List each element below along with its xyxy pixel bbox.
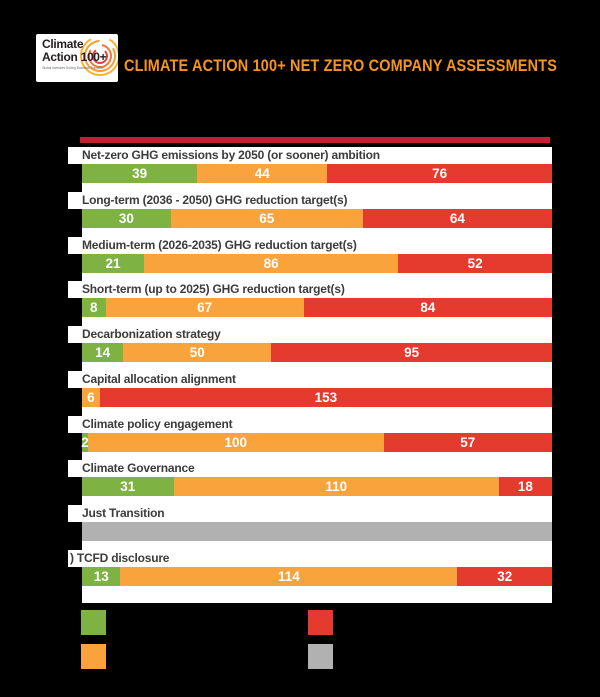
indicator-row-label: ) TCFD disclosure: [68, 550, 552, 567]
legend-swatch-gray: [308, 644, 333, 669]
bar-segment-orange: 110: [173, 477, 499, 496]
bar-segment-value: 153: [314, 390, 338, 405]
bar-segment-value: 76: [432, 166, 448, 181]
bar-segment-value: 67: [197, 300, 213, 315]
indicator-stacked-bar: 13 114 32: [82, 567, 552, 586]
bar-segment-red: 153: [99, 388, 552, 407]
bar-segment-value: 14: [95, 345, 111, 360]
indicator-row-label: Long-term (2036 - 2050) GHG reduction ta…: [68, 192, 552, 209]
bar-segment-orange: 65: [170, 209, 363, 228]
page-title: CLIMATE ACTION 100+ NET ZERO COMPANY ASS…: [124, 56, 558, 75]
bar-segment-red: 18: [498, 477, 552, 496]
indicator-stacked-bar: 6 153: [82, 388, 552, 407]
bar-segment-value: 18: [517, 479, 533, 494]
bar-segment-green: 14: [82, 343, 124, 362]
indicator-row-label: Climate policy engagement: [68, 416, 552, 433]
bar-segment-orange: 67: [105, 298, 304, 317]
bar-segment-red: 64: [362, 209, 552, 228]
bar-segment-value: 13: [93, 569, 109, 584]
indicator-row-label: Capital allocation alignment: [68, 371, 552, 388]
bar-segment-green: 2: [81, 433, 89, 452]
bar-segment-orange: 86: [144, 254, 399, 273]
bar-segment-green: 13: [82, 567, 121, 586]
indicator-row-label: Short-term (up to 2025) GHG reduction ta…: [68, 281, 552, 298]
legend-swatch-green: [81, 610, 106, 635]
legend-swatch-orange: [81, 644, 106, 669]
logo-text-action-100: Action 100+: [42, 50, 107, 64]
header-rule-bar: [80, 137, 550, 143]
bar-segment-value: 44: [254, 166, 270, 181]
indicator-row-label: Net-zero GHG emissions by 2050 (or soone…: [68, 147, 552, 164]
bar-segment-value: 2: [81, 435, 89, 450]
bar-segment-gray: [82, 522, 552, 541]
bar-segment-value: 21: [105, 256, 121, 271]
bar-segment-orange: 100: [87, 433, 384, 452]
climate-action-100-logo: Climate Action 100+ Global Investors Dri…: [36, 34, 118, 82]
indicator-stacked-bar: [82, 522, 552, 541]
bar-segment-value: 32: [497, 569, 513, 584]
indicator-stacked-bar: 31 110 18: [82, 477, 552, 496]
bar-segment-value: 64: [449, 211, 465, 226]
bar-segment-value: 95: [404, 345, 420, 360]
bar-segment-green: 21: [82, 254, 145, 273]
indicator-row-label: Decarbonization strategy: [68, 326, 552, 343]
indicator-row-label: Medium-term (2026-2035) GHG reduction ta…: [68, 237, 552, 254]
bar-segment-red: 84: [303, 298, 552, 317]
indicator-stacked-bar: 8 67 84: [82, 298, 552, 317]
bar-segment-red: 95: [271, 343, 552, 362]
indicator-stacked-bar: 14 50 95: [82, 343, 552, 362]
bar-segment-value: 8: [90, 300, 98, 315]
indicator-stacked-bar: 30 65 64: [82, 209, 552, 228]
indicator-row-label: Climate Governance: [68, 460, 552, 477]
bar-segment-value: 6: [87, 390, 95, 405]
indicator-stacked-bar: 21 86 52: [82, 254, 552, 273]
indicator-stacked-bar: 39 44 76: [82, 164, 552, 183]
bar-segment-value: 57: [460, 435, 476, 450]
logo-arcs-icon: [80, 36, 118, 77]
bar-segment-value: 84: [420, 300, 436, 315]
bar-segment-green: 30: [82, 209, 171, 228]
bar-segment-value: 50: [189, 345, 205, 360]
bar-segment-value: 100: [224, 435, 247, 450]
bar-segment-green: 8: [82, 298, 106, 317]
bar-segment-red: 32: [457, 567, 552, 586]
bar-segment-value: 31: [120, 479, 136, 494]
bar-segment-green: 31: [82, 477, 174, 496]
bar-segment-green: 39: [82, 164, 198, 183]
bar-segment-value: 39: [132, 166, 148, 181]
logo-tagline: Global Investors Driving Business Transi…: [42, 66, 105, 70]
bar-segment-value: 86: [263, 256, 279, 271]
indicator-stacked-bar: 2 100 57: [81, 433, 552, 452]
bar-segment-red: 76: [327, 164, 552, 183]
bar-segment-orange: 50: [123, 343, 272, 362]
bar-segment-value: 110: [325, 479, 348, 494]
bar-segment-value: 52: [467, 256, 483, 271]
bar-segment-value: 114: [278, 569, 300, 584]
logo-text-climate: Climate: [42, 37, 84, 51]
bar-segment-red: 52: [398, 254, 552, 273]
bar-segment-value: 65: [259, 211, 275, 226]
legend-swatch-red: [308, 610, 333, 635]
bar-segment-red: 57: [383, 433, 552, 452]
bar-segment-orange: 6: [82, 388, 100, 407]
bar-segment-orange: 114: [120, 567, 458, 586]
indicator-row-label: Just Transition: [68, 505, 552, 522]
bar-segment-orange: 44: [197, 164, 328, 183]
bar-segment-value: 30: [118, 211, 134, 226]
